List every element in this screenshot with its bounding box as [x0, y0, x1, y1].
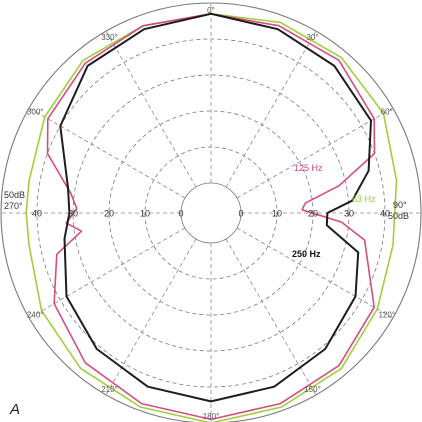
ring-label-left-0: 0	[178, 209, 183, 219]
ring-label-left-40: 40	[32, 209, 42, 219]
ring-label-right-30: 30	[344, 209, 354, 219]
ring-label-right-40: 40	[380, 209, 390, 219]
series-label-1: 125 Hz	[294, 163, 323, 173]
left-angle-label: 270°	[4, 201, 23, 211]
series-group	[25, 12, 398, 422]
angle-label-120: 120°	[379, 311, 396, 320]
right-db-label: 50dB	[388, 211, 409, 221]
series-line-1	[46, 13, 376, 421]
ring-label-left-20: 20	[104, 209, 114, 219]
ring-0	[180, 182, 242, 244]
labels-group: 0 0 10 10 20 20 30 30 40 40 0° 30° 60° 120° 150° 180° 21…	[27, 6, 395, 421]
spoke-120	[236, 227, 394, 319]
panel-letter: A	[9, 401, 20, 418]
spoke-330	[105, 30, 197, 188]
series-line-0	[25, 13, 398, 422]
angle-label-330: 330°	[101, 33, 118, 42]
spoke-240	[28, 227, 186, 319]
spoke-60	[236, 107, 394, 199]
ring-label-right-10: 10	[272, 209, 282, 219]
series-label-0: 63 Hz	[352, 194, 376, 204]
angle-label-0: 0°	[207, 6, 215, 15]
spoke-30	[225, 30, 317, 188]
right-angle-label: 90°	[393, 200, 407, 210]
ring-label-right-20: 20	[308, 209, 318, 219]
angle-label-210: 210°	[101, 385, 118, 394]
spoke-150	[225, 238, 317, 396]
angle-label-30: 30°	[306, 33, 318, 42]
ring-label-left-30: 30	[68, 209, 78, 219]
angle-label-150: 150°	[304, 385, 321, 394]
ring-label-left-10: 10	[140, 209, 150, 219]
spoke-210	[105, 238, 197, 396]
series-line-2	[59, 12, 372, 403]
angle-label-60: 60°	[381, 108, 393, 117]
spoke-300	[28, 107, 186, 199]
left-db-label: 50dB	[4, 190, 25, 200]
angle-label-300: 300°	[27, 108, 44, 117]
ring-label-right-0: 0	[238, 209, 243, 219]
angle-label-180: 180°	[203, 412, 220, 421]
angle-label-240: 240°	[27, 311, 44, 320]
series-label-2: 250 Hz	[292, 249, 321, 259]
